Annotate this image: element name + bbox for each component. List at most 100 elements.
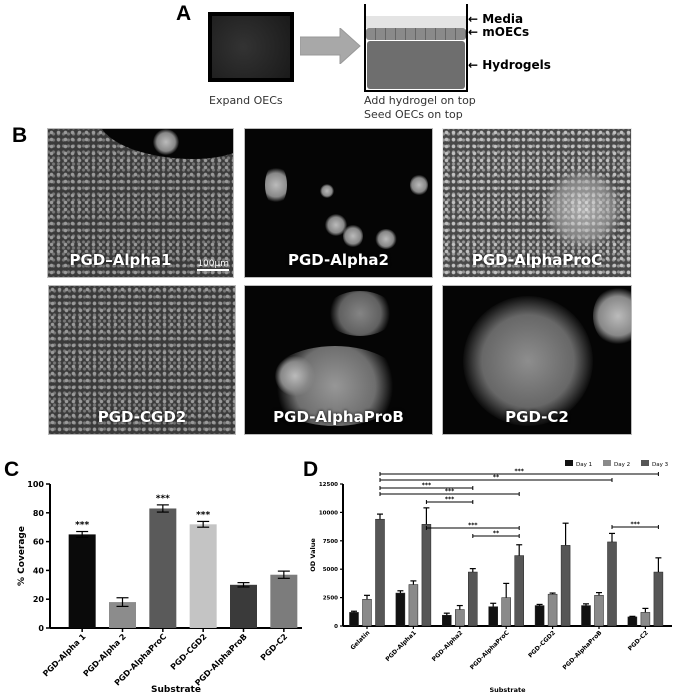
bar [653,571,664,627]
moecs-layer [366,28,466,40]
significance-marker: *** [468,522,478,529]
well-label-media: ← Media [468,12,524,26]
bar [270,574,298,628]
step1-caption: Expand OECs [209,94,283,107]
x-tick-label: PGD-C2 [259,632,289,662]
significance-marker: *** [445,488,455,495]
bar [68,534,96,628]
hydrogels-label: Hydrogels [482,58,551,72]
scale-bar: 100µm [197,259,229,271]
moecs-label: mOECs [482,25,530,39]
y-tick-label: 80 [33,509,45,518]
x-tick-label: PGD-AlphaProB [561,629,603,671]
bar [560,545,571,627]
bar [627,616,638,627]
x-tick-label: PGD-CGD2 [527,629,557,659]
y-tick-label: 20 [33,595,45,604]
bar [514,555,524,627]
od-value-bar-chart: 0 2500 5000 7500 10000 12500 OD Value Gelatin PG… [309,460,672,694]
bar [421,524,432,627]
micrograph-caption: PGD-Alpha2 [288,251,389,269]
y-tick-label: 2500 [323,596,338,602]
x-axis-label: Substrate [489,686,526,694]
x-tick-label: PGD-C2 [627,629,650,652]
significance-marker: *** [75,521,89,531]
micrograph-caption: PGD-C2 [505,408,569,426]
well-label-hydrogels: ← Hydrogels [468,58,551,72]
x-tick-label: PGD-CGD2 [169,632,209,672]
bar [547,593,558,627]
y-tick-label: 10000 [319,510,338,516]
bar [442,614,452,627]
y-tick-label: 12500 [319,482,338,488]
y-tick-label: 60 [33,538,45,547]
legend-label: Day 3 [652,462,669,468]
bar [395,592,406,627]
media-label: Media [482,12,524,26]
well-label-moecs: ← mOECs [468,25,530,39]
y-tick-label: 5000 [323,567,338,573]
significance-marker: *** [630,521,640,528]
y-axis-label: % Coverage [17,526,27,586]
bar [189,524,217,628]
bar [501,597,511,627]
micrograph-pgd-alpha1: PGD–Alpha1 100µm [47,128,234,278]
micrograph-pgd-cgd2: PGD-CGD2 [48,285,236,435]
x-tick-label: PGD-Alpha 2 [81,632,127,678]
y-tick-label: 7500 [323,539,338,545]
micrograph-pgd-alpha2: PGD-Alpha2 [244,128,433,278]
x-tick-label: Gelatin [349,629,371,651]
micrograph-pgd-alphaprob: PGD-AlphaProB [244,285,433,435]
media-layer [366,16,466,28]
x-tick-label: PGD-Alpha1 [384,629,418,663]
micrograph-caption: PGD-AlphaProC [471,251,603,269]
micrograph-caption: PGD-AlphaProB [273,408,404,426]
legend-swatch [565,460,573,466]
arrow-icon [300,28,361,64]
bar [349,612,359,627]
panel-c-label: C [4,458,20,481]
micrograph-pgd-alphaproc: PGD-AlphaProC [442,128,632,278]
bar [534,605,545,627]
bar [408,584,419,627]
y-tick-label: 40 [33,566,45,575]
y-axis-label: OD Value [309,538,317,572]
significance-marker: *** [196,510,210,520]
panel-b-label: B [12,124,28,147]
significance-marker: *** [156,494,170,504]
x-axis-label: Substrate [151,685,201,695]
oec-culture-image [208,12,294,82]
significance-marker: ** [493,530,500,537]
bar [375,518,385,627]
step2-caption-line1: Add hydrogel on top [364,94,476,107]
x-tick-label: PGD-AlphaProC [469,629,511,671]
y-tick-label: 0 [38,624,44,633]
bar [455,609,465,627]
hydrogel-layer [367,41,465,89]
step2-caption-line2: Seed OECs on top [364,108,463,121]
bar [149,508,177,628]
y-tick-label: 100 [27,480,44,489]
legend-label: Day 1 [576,462,592,468]
bar [640,612,651,627]
micrograph-caption: PGD-CGD2 [97,408,187,426]
panel-a-label: A [176,2,192,25]
significance-marker: *** [422,482,432,489]
significance-marker: *** [445,496,455,503]
legend-swatch [641,460,649,466]
bar [488,606,498,627]
legend-swatch [603,460,611,466]
significance-marker: ** [493,474,500,481]
culture-well-diagram [364,4,468,92]
bar [581,605,591,627]
bar [594,595,604,627]
bar [468,571,478,627]
bar [607,541,617,627]
x-tick-label: PGD-Alpha2 [431,629,465,663]
bar [230,584,257,628]
bar [362,599,372,627]
micrograph-caption: PGD–Alpha1 [69,251,172,269]
panel-d-label: D [303,458,319,481]
